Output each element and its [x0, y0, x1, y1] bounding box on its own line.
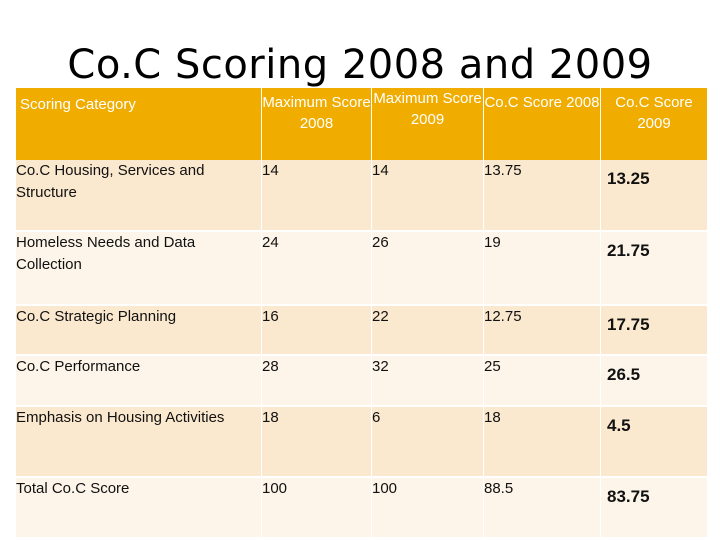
table-row: Emphasis on Housing Activities 18 6 18 4…	[15, 406, 708, 477]
category-cell: Homeless Needs and Data Collection	[15, 231, 262, 305]
table-row: Co.C Strategic Planning 16 22 12.75 17.7…	[15, 305, 708, 355]
score-2009-cell: 13.25	[600, 160, 708, 231]
score-2009-cell: 26.5	[600, 355, 708, 406]
max-2008-cell: 16	[261, 305, 372, 355]
score-2009-cell: 4.5	[600, 406, 708, 477]
score-2008-cell: 12.75	[483, 305, 601, 355]
score-2008-cell: 25	[483, 355, 601, 406]
table-row-total: Total Co.C Score 100 100 88.5 83.75	[15, 477, 708, 538]
category-cell: Co.C Housing, Services and Structure	[15, 160, 262, 231]
score-2008-cell: 88.5	[483, 477, 601, 538]
max-2008-cell: 18	[261, 406, 372, 477]
max-2009-cell: 22	[371, 305, 484, 355]
max-2009-cell: 32	[371, 355, 484, 406]
table-header-row: Scoring Category Maximum Score 2008 Maxi…	[15, 88, 708, 160]
table-row: Co.C Housing, Services and Structure 14 …	[15, 160, 708, 231]
max-2009-cell: 14	[371, 160, 484, 231]
score-2009-cell: 21.75	[600, 231, 708, 305]
category-cell: Emphasis on Housing Activities	[15, 406, 262, 477]
score-2008-cell: 18	[483, 406, 601, 477]
score-2009-cell: 83.75	[600, 477, 708, 538]
category-cell: Total Co.C Score	[15, 477, 262, 538]
max-2008-cell: 24	[261, 231, 372, 305]
header-scoring-category: Scoring Category	[15, 88, 262, 160]
max-2008-cell: 14	[261, 160, 372, 231]
max-2009-cell: 100	[371, 477, 484, 538]
score-2008-cell: 13.75	[483, 160, 601, 231]
table-row: Co.C Performance 28 32 25 26.5	[15, 355, 708, 406]
max-2009-cell: 6	[371, 406, 484, 477]
score-2009-cell: 17.75	[600, 305, 708, 355]
scoring-table: Scoring Category Maximum Score 2008 Maxi…	[15, 88, 708, 539]
page-title: Co.C Scoring 2008 and 2009	[67, 42, 653, 88]
max-2008-cell: 100	[261, 477, 372, 538]
table-row: Homeless Needs and Data Collection 24 26…	[15, 231, 708, 305]
header-max-score-2008: Maximum Score 2008	[261, 88, 372, 160]
category-cell: Co.C Performance	[15, 355, 262, 406]
max-2009-cell: 26	[371, 231, 484, 305]
header-coc-score-2009: Co.C Score 2009	[600, 88, 708, 160]
max-2008-cell: 28	[261, 355, 372, 406]
header-max-score-2009: Maximum Score 2009	[371, 88, 484, 160]
header-coc-score-2008: Co.C Score 2008	[483, 88, 601, 160]
category-cell: Co.C Strategic Planning	[15, 305, 262, 355]
score-2008-cell: 19	[483, 231, 601, 305]
